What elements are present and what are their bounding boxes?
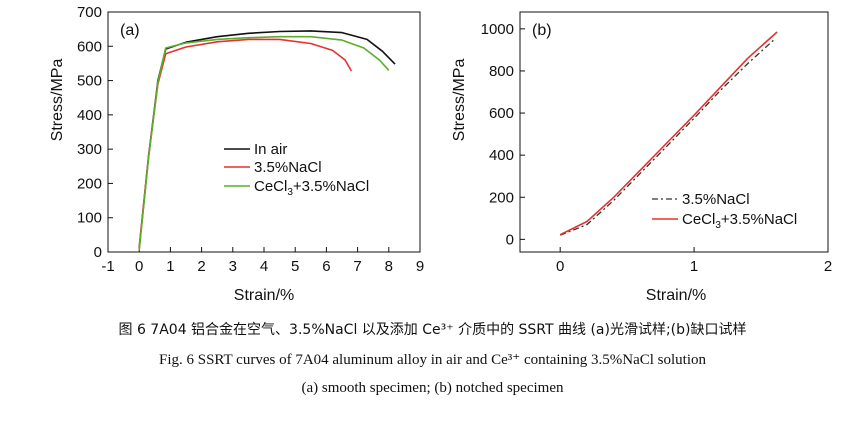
caption-english: Fig. 6 SSRT curves of 7A04 aluminum allo… [158, 352, 707, 368]
y-tick-label-a: 500 [77, 73, 102, 90]
y-tick-label-b: 400 [489, 147, 514, 164]
y-tick-label-b: 0 [506, 231, 514, 248]
plot-frame-b [519, 11, 829, 253]
a-xlabel: Strain/% [234, 287, 294, 304]
x-tick-label-a: 9 [416, 258, 424, 275]
x-tick-label-a: 2 [197, 258, 205, 275]
legend-b-cecl3: CeCl3+3.5%NaCl [682, 211, 797, 231]
y-tick-label-a: 100 [77, 210, 102, 227]
x-tick-label-a: 0 [135, 258, 143, 275]
legend-a-cecl3: CeCl3+3.5%NaCl [254, 178, 369, 198]
x-tick-label-b: 2 [824, 258, 832, 275]
series-line-b-0 [559, 38, 775, 236]
x-tick-label-a: 1 [166, 258, 174, 275]
y-tick-label-a: 700 [77, 4, 102, 21]
y-tick-label-b: 200 [489, 189, 514, 206]
y-tick-label-a: 300 [77, 141, 102, 158]
y-tick-label-a: 400 [77, 107, 102, 124]
b-lines [559, 31, 778, 236]
b-ticks: 0 1 2 0 200 400 600 800 1000 [481, 21, 833, 275]
y-tick-label-a: 600 [77, 38, 102, 55]
series-line-a-0 [138, 30, 396, 249]
x-tick-label-a: 4 [260, 258, 268, 275]
legend-a-nacl: 3.5%NaCl [254, 159, 322, 176]
x-tick-label-a: 3 [229, 258, 237, 275]
panel-a-label: (a) [120, 22, 140, 39]
b-ylabel: Stress/MPa [451, 59, 468, 142]
y-tick-label-a: 200 [77, 175, 102, 192]
legend-b: 3.5%NaCl CeCl3+3.5%NaCl [652, 191, 797, 231]
y-tick-label-b: 1000 [481, 21, 514, 38]
legend-a-air: In air [254, 141, 287, 158]
a-ylabel: Stress/MPa [49, 59, 66, 142]
x-tick-label-a: 8 [385, 258, 393, 275]
series-line-a-1 [138, 38, 353, 247]
x-tick-label-a: -1 [101, 258, 114, 275]
x-tick-label-b: 1 [690, 258, 698, 275]
series-line-a-2 [138, 35, 390, 251]
y-tick-label-b: 600 [489, 105, 514, 122]
legend-b-nacl: 3.5%NaCl [682, 191, 750, 208]
panel-b-label: (b) [532, 22, 552, 39]
series-line-b-1 [559, 31, 778, 236]
b-xlabel: Strain/% [646, 287, 706, 304]
x-tick-label-a: 7 [353, 258, 361, 275]
caption-english-subline: (a) smooth specimen; (b) notched specime… [301, 380, 564, 396]
a-lines [138, 30, 396, 251]
y-tick-label-a: 0 [94, 244, 102, 261]
y-tick-label-b: 800 [489, 63, 514, 80]
x-tick-label-a: 5 [291, 258, 299, 275]
plot-frame-a [107, 11, 421, 253]
x-tick-label-b: 0 [556, 258, 564, 275]
panel-b: (b) 0 1 2 0 200 400 600 800 1000 Strain/% Stress… [451, 11, 833, 304]
legend-a: In air 3.5%NaCl CeCl3+3.5%NaCl [224, 141, 369, 198]
x-tick-label-a: 6 [322, 258, 330, 275]
caption-chinese: 图 6 7A04 铝合金在空气、3.5%NaCl 以及添加 Ce³⁺ 介质中的 … [118, 322, 747, 338]
